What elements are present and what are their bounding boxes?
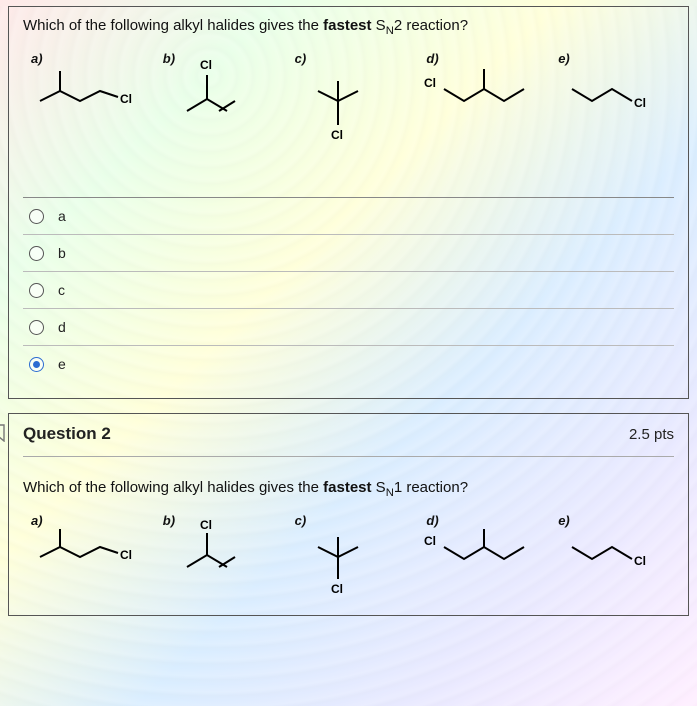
q1-prompt-sub: N bbox=[386, 25, 394, 37]
q2-prompt-bold: fastest bbox=[323, 479, 371, 496]
cl-label: Cl bbox=[331, 582, 343, 595]
option-a-label: a bbox=[58, 208, 66, 224]
molecule-b-svg: Cl bbox=[167, 53, 267, 133]
question-2-box: Question 2 2.5 pts Which of the followin… bbox=[8, 413, 689, 616]
radio-e[interactable] bbox=[29, 357, 44, 372]
q2-structures-row: a) Cl b) Cl c) bbox=[23, 511, 674, 599]
molecule-a-svg: Cl bbox=[30, 53, 140, 133]
option-d[interactable]: d bbox=[23, 309, 674, 346]
q2-prompt-prefix: Which of the following alkyl halides giv… bbox=[23, 479, 323, 496]
option-e[interactable]: e bbox=[23, 346, 674, 382]
structure-e: e) Cl bbox=[550, 53, 674, 133]
structure-a-label: a) bbox=[31, 51, 43, 66]
cl-label: Cl bbox=[200, 58, 212, 72]
structure-d: d) Cl bbox=[418, 53, 542, 133]
q2-structure-c: c) Cl bbox=[287, 515, 411, 595]
q2-structure-c-label: c) bbox=[295, 513, 307, 528]
radio-a[interactable] bbox=[29, 209, 44, 224]
molecule-e-svg: Cl bbox=[562, 53, 662, 133]
q2-structure-a-label: a) bbox=[31, 513, 43, 528]
q2-molecule-c-svg: Cl bbox=[298, 515, 398, 595]
q2-structure-e: e) Cl bbox=[550, 515, 674, 585]
structure-c: c) Cl bbox=[287, 53, 411, 143]
option-c-label: c bbox=[58, 282, 65, 298]
q2-structure-d-label: d) bbox=[426, 513, 438, 528]
q2-structure-b: b) Cl bbox=[155, 515, 279, 585]
question-2-header: Question 2 2.5 pts bbox=[23, 424, 674, 457]
option-b[interactable]: b bbox=[23, 235, 674, 272]
q2-prompt-sub: N bbox=[386, 487, 394, 499]
q2-structure-e-label: e) bbox=[558, 513, 570, 528]
q2-molecule-e-svg: Cl bbox=[562, 515, 662, 585]
question-2-prompt: Which of the following alkyl halides giv… bbox=[23, 479, 674, 499]
cl-label: Cl bbox=[634, 96, 646, 110]
q1-prompt-suffix: S bbox=[372, 17, 386, 34]
option-e-label: e bbox=[58, 356, 66, 372]
q2-prompt-tail: 1 reaction? bbox=[394, 479, 468, 496]
structure-b-label: b) bbox=[163, 51, 175, 66]
cl-label: Cl bbox=[634, 554, 646, 568]
q1-prompt-bold: fastest bbox=[323, 17, 371, 34]
structure-c-label: c) bbox=[295, 51, 307, 66]
q1-structures-row: a) Cl b) Cl c) bbox=[23, 49, 674, 161]
structure-e-label: e) bbox=[558, 51, 570, 66]
q2-prompt-suffix: S bbox=[372, 479, 386, 496]
structure-b: b) Cl bbox=[155, 53, 279, 133]
question-1-box: Which of the following alkyl halides giv… bbox=[8, 6, 689, 399]
q1-prompt-tail: 2 reaction? bbox=[394, 17, 468, 34]
question-2-title: Question 2 bbox=[23, 424, 111, 444]
q2-molecule-a-svg: Cl bbox=[30, 515, 140, 585]
bookmark-icon[interactable] bbox=[0, 424, 5, 442]
option-d-label: d bbox=[58, 319, 66, 335]
q2-structure-b-label: b) bbox=[163, 513, 175, 528]
question-2-points: 2.5 pts bbox=[629, 426, 674, 443]
cl-label: Cl bbox=[120, 548, 132, 562]
cl-label: Cl bbox=[120, 92, 132, 106]
q1-prompt-prefix: Which of the following alkyl halides giv… bbox=[23, 17, 323, 34]
radio-c[interactable] bbox=[29, 283, 44, 298]
radio-d[interactable] bbox=[29, 320, 44, 335]
structure-a: a) Cl bbox=[23, 53, 147, 133]
structure-d-label: d) bbox=[426, 51, 438, 66]
molecule-c-svg: Cl bbox=[298, 53, 398, 143]
cl-label: Cl bbox=[424, 76, 436, 90]
question-1-prompt: Which of the following alkyl halides giv… bbox=[23, 17, 674, 37]
q2-structure-d: d) Cl bbox=[418, 515, 542, 585]
option-c[interactable]: c bbox=[23, 272, 674, 309]
q2-molecule-b-svg: Cl bbox=[167, 515, 267, 585]
option-b-label: b bbox=[58, 245, 66, 261]
cl-label: Cl bbox=[200, 518, 212, 532]
radio-b[interactable] bbox=[29, 246, 44, 261]
q2-structure-a: a) Cl bbox=[23, 515, 147, 585]
q1-options: a b c d e bbox=[23, 197, 674, 382]
cl-label: Cl bbox=[424, 534, 436, 548]
cl-label: Cl bbox=[331, 128, 343, 142]
option-a[interactable]: a bbox=[23, 198, 674, 235]
